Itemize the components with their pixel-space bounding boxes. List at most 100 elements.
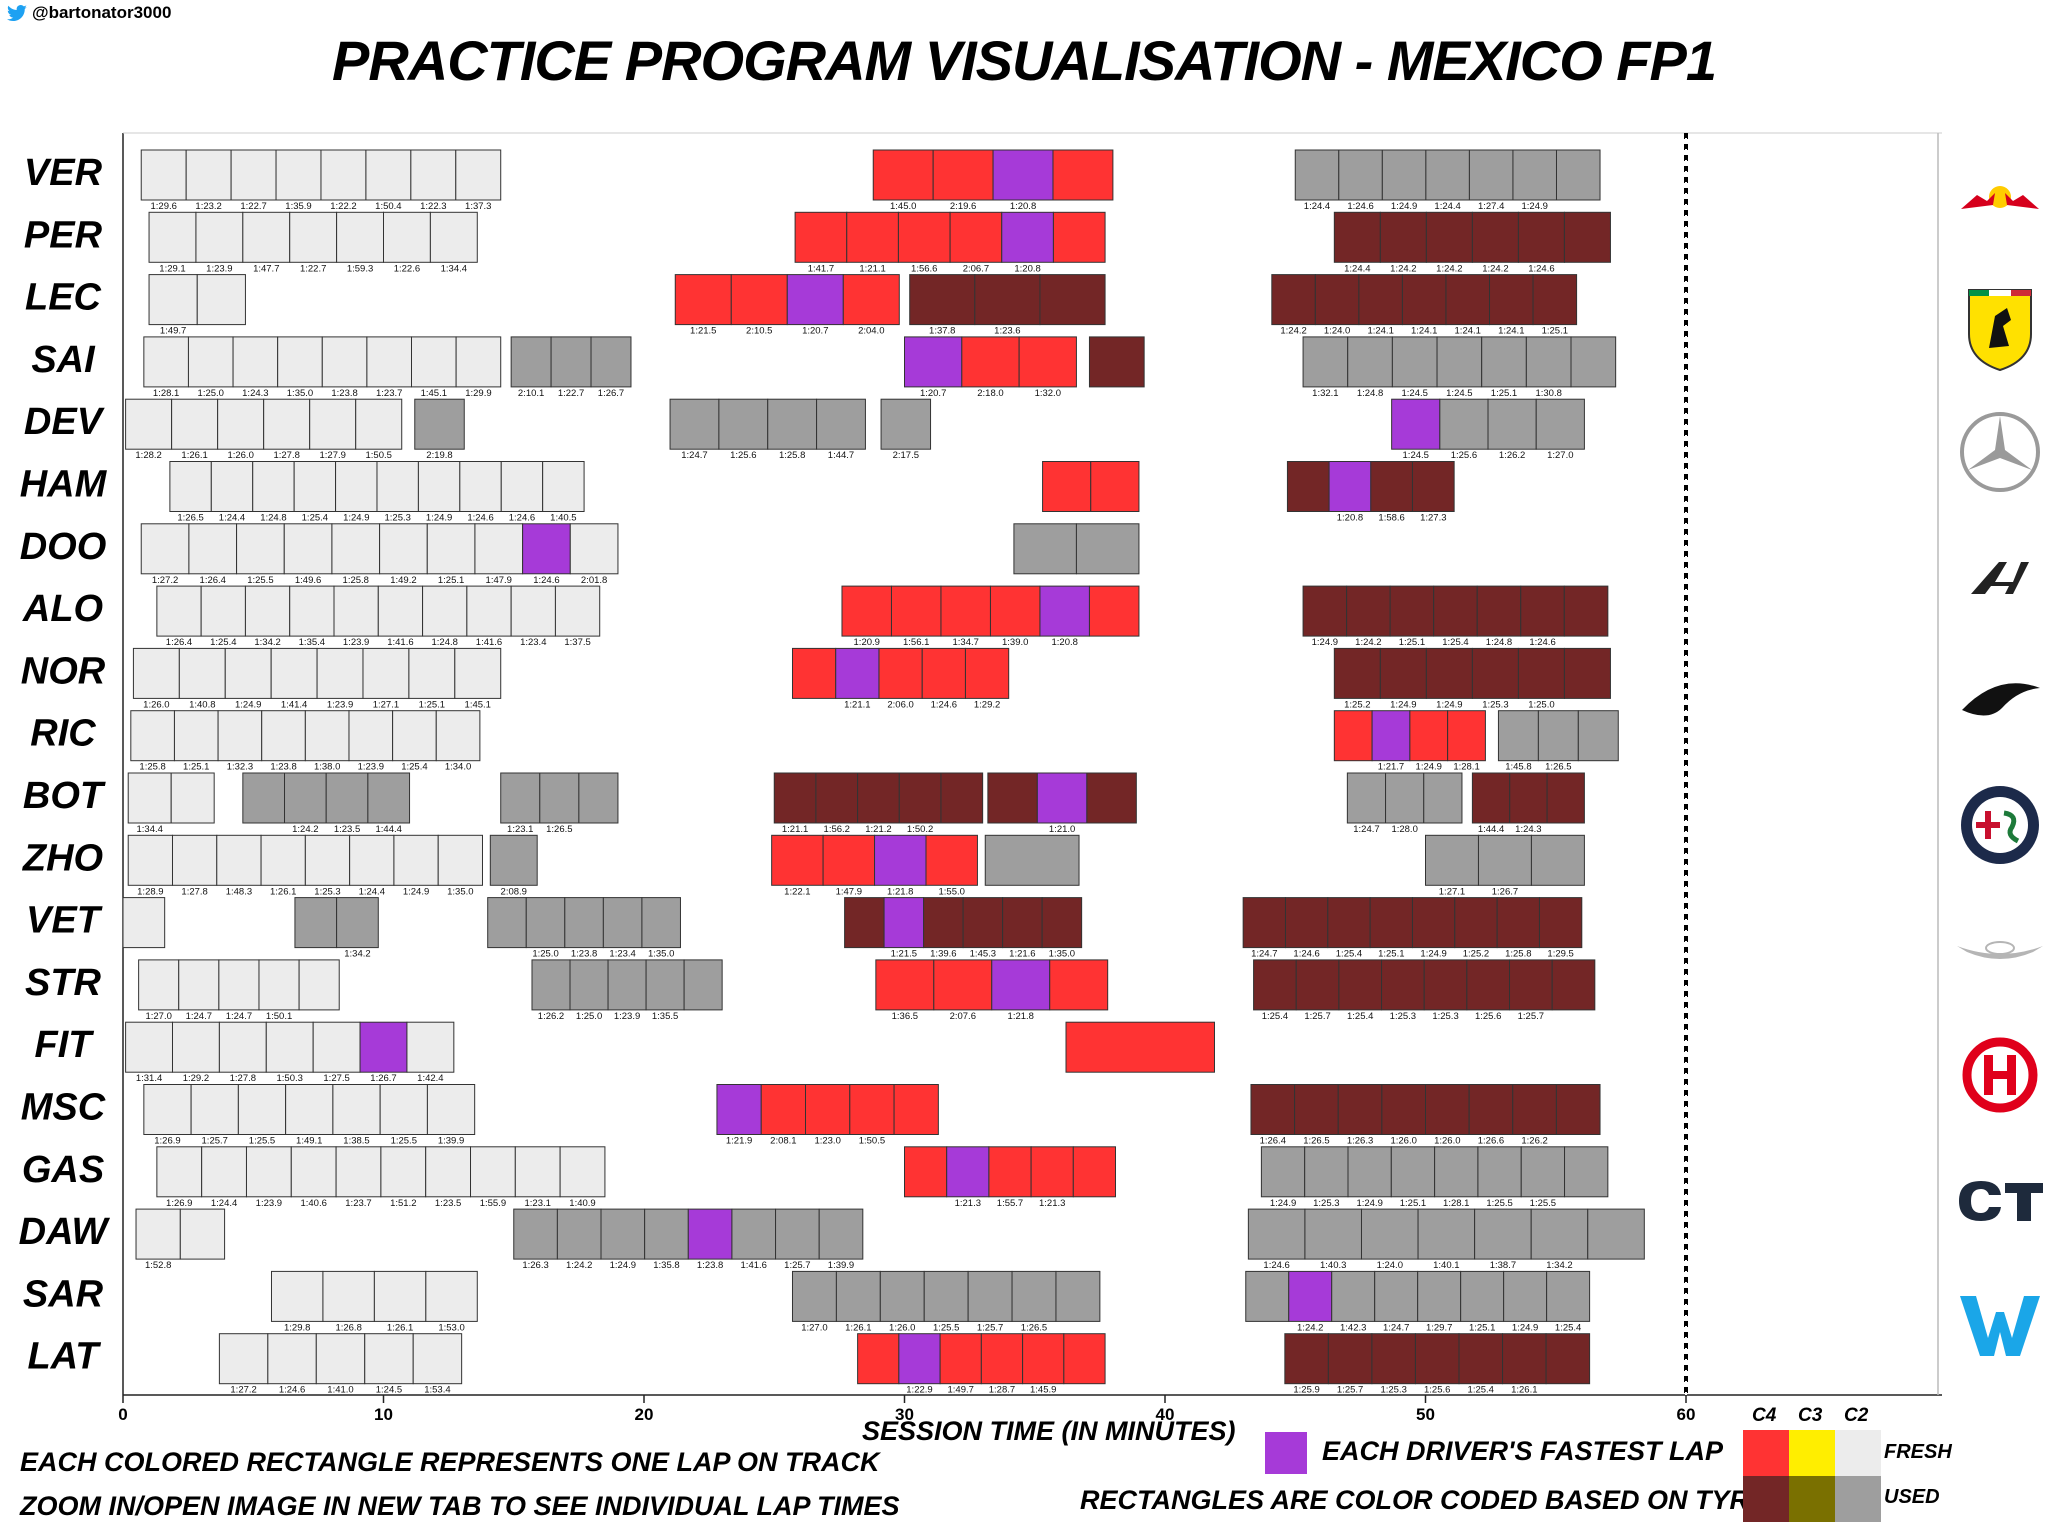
lap-rect (730, 274, 788, 326)
stint-dev-3: 1:24.7 1:25.6 1:25.8 1:44.7 (669, 398, 866, 461)
lap-time: 1:35.9 (285, 201, 311, 212)
lap-time: 1:24.2 (1390, 263, 1416, 274)
lap-time: 1:24.9 (1512, 1322, 1538, 1333)
lap-time: 1:25.7 (1337, 1385, 1363, 1396)
lap-time: 1:25.3 (314, 886, 340, 897)
lap-time: 1:45.1 (465, 699, 491, 710)
lap-time: 1:23.9 (327, 699, 353, 710)
lap-time: 1:21.3 (1039, 1198, 1065, 1209)
lap-time: 1:23.4 (520, 637, 546, 648)
lap-time: 1:25.1 (1542, 326, 1568, 337)
lap-rect (964, 647, 1010, 699)
lap-time: 1:25.3 (1313, 1198, 1339, 1209)
lap-rect (1439, 398, 1489, 450)
lap-rect (760, 1084, 807, 1135)
lap-time: 1:26.4 (166, 637, 192, 648)
lap-time: 1:45.1 (421, 388, 447, 399)
lap-rect (322, 1270, 375, 1322)
lap-rect (178, 959, 220, 1011)
legend-swatch-c2-fresh (1835, 1430, 1881, 1476)
stint-zho-4 (984, 834, 1080, 886)
x-tick-label-20: 20 (635, 1405, 654, 1424)
lap-time: 1:24.9 (235, 699, 261, 710)
lap-time: 1:27.0 (1547, 450, 1573, 461)
x-tick-label-40: 40 (1156, 1405, 1175, 1424)
lap-time: 1:26.6 (1478, 1136, 1504, 1147)
lap-rect (132, 647, 180, 699)
lap-time: 1:21.2 (865, 824, 891, 835)
lap-time: 1:34.2 (1546, 1260, 1572, 1271)
lap-time: 1:22.7 (300, 263, 326, 274)
lap-rect (1052, 149, 1114, 201)
lap-rect (244, 585, 291, 637)
lap-time: 1:24.6 (533, 575, 559, 586)
lap-rect (1530, 834, 1585, 886)
lap-time: 1:21.6 (1009, 949, 1035, 960)
lap-rect (1295, 959, 1340, 1011)
lap-rect (140, 149, 187, 201)
lap-time: 1:27.1 (1439, 886, 1465, 897)
lap-time: 1:23.4 (609, 949, 635, 960)
lap-time: 2:19.6 (950, 201, 976, 212)
stint-str-4: 1:25.4 1:25.7 1:25.4 1:25.3 1:25.3 1:25.6 1:25… (1253, 959, 1596, 1022)
lap-time: 1:34.2 (254, 637, 280, 648)
lap-time: 1:23.6 (994, 326, 1020, 337)
lap-rect (218, 1021, 267, 1073)
lap-time: 1:29.8 (284, 1322, 310, 1333)
stint-str-3: 1:36.5 2:07.6 1:21.8 (875, 959, 1109, 1022)
lap-time: 1:50.4 (375, 201, 401, 212)
lap-time: 1:24.7 (1251, 949, 1277, 960)
x-tick-label-0: 0 (118, 1405, 127, 1424)
stint-alo-2: 1:20.9 1:56.1 1:34.7 1:39.0 1:20.8 (841, 585, 1140, 648)
lap-time: 1:41.7 (808, 263, 834, 274)
lap-rect (1434, 1146, 1479, 1198)
lap-time: 1:24.7 (1353, 824, 1379, 835)
lap-time: 1:47.9 (486, 575, 512, 586)
lap-rect (674, 274, 732, 326)
lap-time: 1:52.8 (145, 1260, 171, 1271)
lap-rect (987, 772, 1038, 824)
lap-rect (1242, 897, 1286, 949)
lap-time: 1:25.5 (249, 1136, 275, 1147)
lap-rect (1563, 211, 1611, 263)
lap-rect (1509, 959, 1553, 1011)
lap-time: 1:26.1 (1511, 1385, 1537, 1396)
lap-rect (1564, 1146, 1609, 1198)
lap-rect (1551, 959, 1596, 1011)
lap-rect (373, 1270, 427, 1322)
lap-rect (470, 1146, 516, 1198)
lap-rect (841, 585, 892, 637)
lap-time: 1:24.3 (1515, 824, 1541, 835)
lap-time: 1:23.1 (525, 1198, 551, 1209)
driver-label-vet: VET (26, 900, 103, 942)
stint-alo-1: 1:26.4 1:25.4 1:34.2 1:35.4 1:23.9 1:41.6 1:24… (156, 585, 601, 648)
lap-rect (1327, 1333, 1373, 1385)
fastest-lap (786, 274, 844, 326)
lap-time: 1:20.9 (854, 637, 880, 648)
lap-time: 1:25.2 (1463, 949, 1489, 960)
stint-bot-5: 1:21.0 (987, 772, 1137, 835)
lap-rect (923, 897, 964, 949)
lap-time: 1:27.2 (152, 575, 178, 586)
lap-time: 1:24.6 (1263, 1260, 1289, 1271)
lap-rect (290, 1146, 337, 1198)
stint-per-1: 1:29.1 1:23.9 1:47.7 1:22.7 1:59.3 1:22.6 1:34… (148, 211, 478, 274)
lap-rect (429, 211, 478, 263)
lap-time: 1:59.3 (347, 263, 373, 274)
lap-time: 1:24.9 (1312, 637, 1338, 648)
stint-ham-1: 1:26.5 1:24.4 1:24.8 1:25.4 1:24.9 1:25.3 1:24… (169, 461, 585, 524)
lap-rect (1414, 1333, 1460, 1385)
stint-lec-4: 1:24.2 1:24.0 1:24.1 1:24.1 1:24.1 1:24.1 1:25… (1271, 274, 1578, 337)
lap-time: 1:25.0 (1528, 699, 1554, 710)
lap-rect (125, 1021, 173, 1073)
fastest-lap (359, 1021, 408, 1073)
lap-rect (336, 211, 384, 263)
lap-time: 1:29.9 (465, 388, 491, 399)
stint-fit-1: 1:31.4 1:29.2 1:27.8 1:50.3 1:27.5 1:26.7 1:42… (125, 1021, 455, 1084)
ferrari-logo (1955, 284, 2045, 374)
lap-rect (602, 897, 643, 949)
lap-rect (304, 834, 351, 886)
lap-rect (1458, 1333, 1504, 1385)
lap-time: 1:47.7 (253, 263, 279, 274)
lap-rect (156, 585, 202, 637)
